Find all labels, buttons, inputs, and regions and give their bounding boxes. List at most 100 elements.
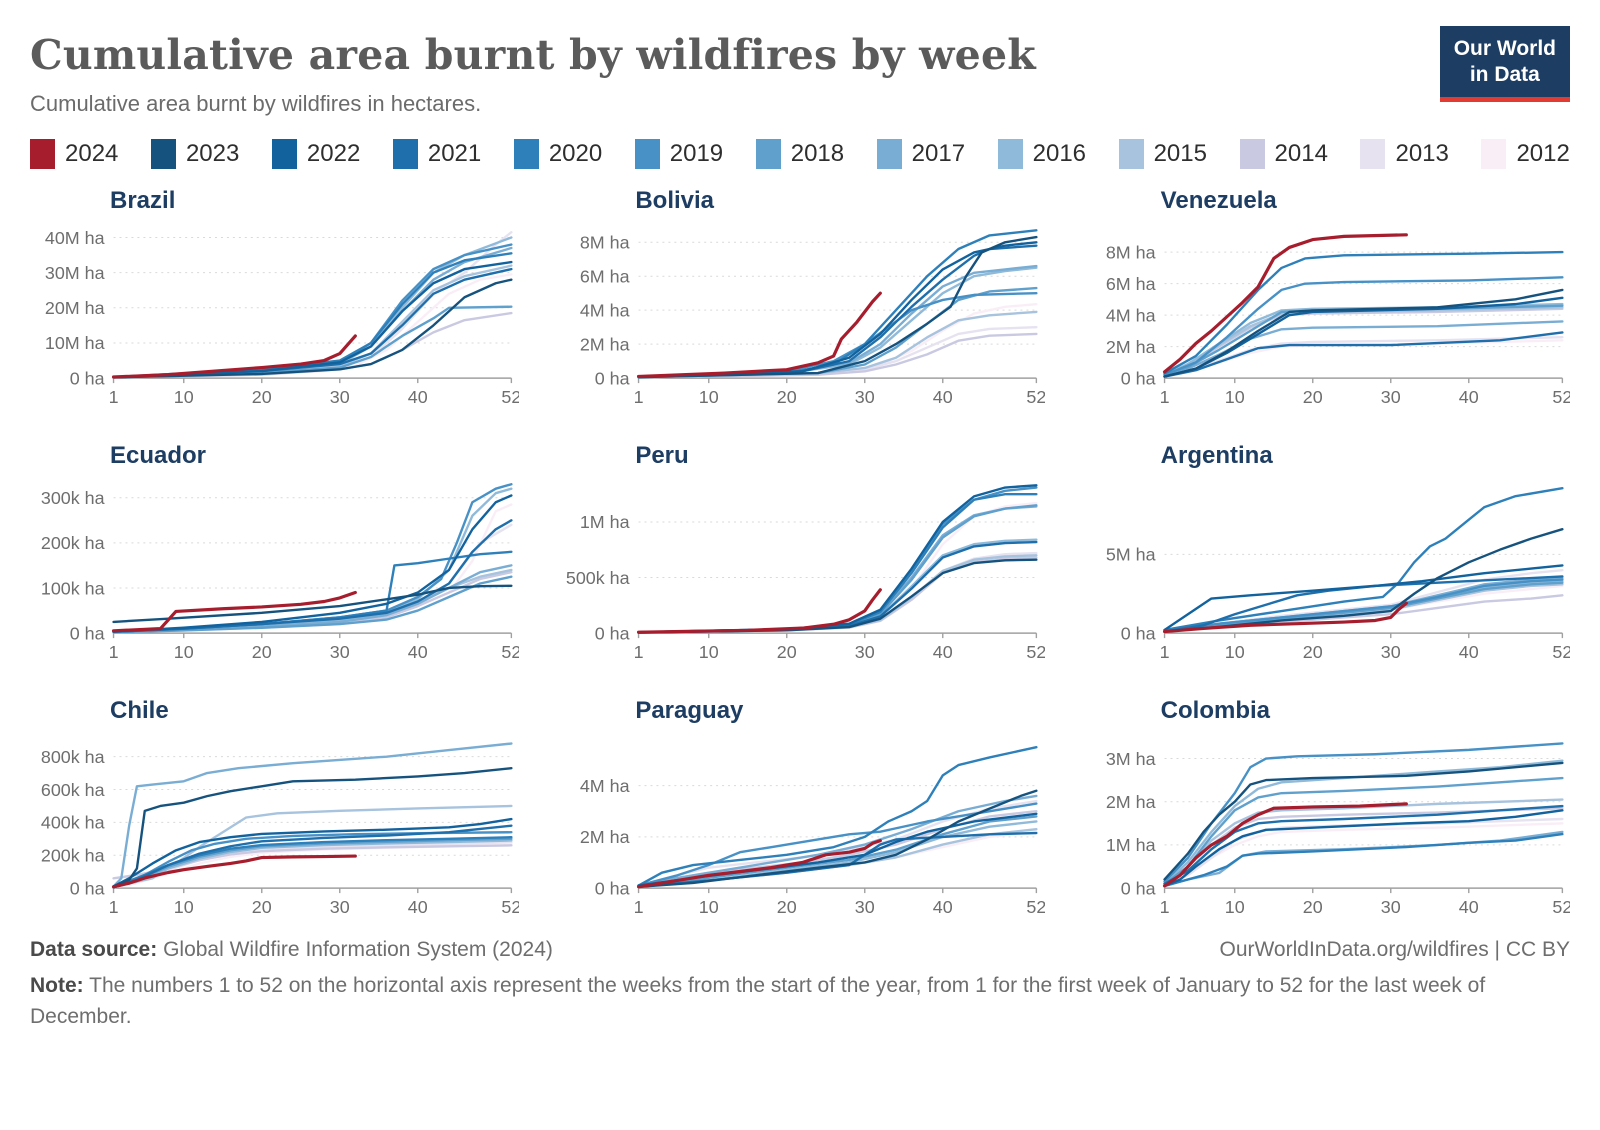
series-line-2021 xyxy=(637,540,1038,634)
series-line-2024 xyxy=(111,334,357,379)
legend-swatch-2024 xyxy=(30,139,55,170)
legend-item-2014: 2014 xyxy=(1239,139,1328,170)
x-tick-label: 40 xyxy=(1458,897,1478,917)
legend-swatch-2015 xyxy=(1118,139,1144,170)
chart-panel-peru: Peru 0 ha 500k ha 1M ha 1 10 20 30 40 52 xyxy=(555,436,1044,669)
series-line-2016 xyxy=(112,487,513,634)
series-line-2018 xyxy=(637,504,1038,634)
y-tick-label: 0 ha xyxy=(1120,623,1155,643)
series-line-2014 xyxy=(637,556,1038,634)
x-tick-label: 1 xyxy=(634,387,644,407)
x-tick-label: 52 xyxy=(1552,897,1570,917)
series-line-2022 xyxy=(637,241,1038,378)
legend-label-2012: 2012 xyxy=(1516,140,1570,168)
series-line-2022 xyxy=(112,494,513,633)
owid-logo-line1: Our World xyxy=(1453,37,1556,60)
chart-panel-ecuador: Ecuador 0 ha 100k ha 200k ha 300k ha 1 10 20 30 4… xyxy=(30,436,519,669)
header: Cumulative area burnt by wildfires by we… xyxy=(30,24,1570,139)
y-tick-label: 6M ha xyxy=(580,267,630,287)
chart-svg-venezuela: 0 ha 2M ha 4M ha 6M ha 8M ha 1 10 20 30 40 52 xyxy=(1106,233,1570,407)
x-tick-label: 30 xyxy=(330,387,350,407)
series-line-2018 xyxy=(112,575,513,634)
chart-panel-chile: Chile 0 ha 200k ha 400k ha 600k ha 800k ha 1 10… xyxy=(30,691,519,924)
legend-label-2018: 2018 xyxy=(790,140,845,168)
chart-svg-bolivia: 0 ha 2M ha 4M ha 6M ha 8M ha 1 10 20 30 40 52 xyxy=(580,229,1045,407)
y-tick-label: 4M ha xyxy=(580,776,630,796)
series-line-2018 xyxy=(1163,581,1564,633)
legend-item-2018: 2018 xyxy=(755,139,845,170)
series-line-2022 xyxy=(1163,564,1564,632)
x-tick-label: 1 xyxy=(1159,642,1169,662)
y-tick-label: 4M ha xyxy=(580,301,630,321)
footer: Data source: Global Wildfire Information… xyxy=(30,938,1570,1033)
x-tick-label: 52 xyxy=(1552,642,1570,662)
legend-swatch-2019 xyxy=(634,139,660,170)
y-tick-label: 100k ha xyxy=(41,578,105,598)
note-text: The numbers 1 to 52 on the horizontal ax… xyxy=(30,973,1486,1029)
y-tick-label: 30M ha xyxy=(45,263,105,283)
series-line-2013 xyxy=(637,551,1038,634)
chart-panel-bolivia: Bolivia 0 ha 2M ha 4M ha 6M ha 8M ha 1 10 20 30 40… xyxy=(555,181,1044,414)
series-line-2017 xyxy=(112,246,513,379)
x-tick-label: 10 xyxy=(699,387,719,407)
y-tick-label: 0 ha xyxy=(1120,878,1155,898)
y-tick-label: 2M ha xyxy=(580,335,630,355)
legend-swatch-2022 xyxy=(271,139,297,170)
x-tick-label: 30 xyxy=(1380,387,1400,407)
legend-swatch-2014 xyxy=(1239,139,1265,170)
legend-item-2012: 2012 xyxy=(1481,139,1570,170)
chart-svg-chile: 0 ha 200k ha 400k ha 600k ha 800k ha 1 10 20 30 4… xyxy=(41,742,519,917)
owid-link: OurWorldInData.org/wildfires | CC BY xyxy=(1219,937,1570,961)
series-line-2023 xyxy=(112,766,513,888)
y-tick-label: 200k ha xyxy=(41,846,105,866)
y-tick-label: 0 ha xyxy=(70,369,105,389)
x-tick-label: 1 xyxy=(109,387,119,407)
series-line-2017 xyxy=(112,742,513,888)
x-tick-label: 20 xyxy=(252,387,272,407)
legend-label-2019: 2019 xyxy=(669,140,724,168)
series-line-2021 xyxy=(1163,804,1564,886)
legend-item-2013: 2013 xyxy=(1360,139,1449,170)
series-line-2019 xyxy=(112,831,513,888)
legend-item-2020: 2020 xyxy=(513,139,602,170)
series-line-2019 xyxy=(1163,578,1564,633)
y-tick-label: 0 ha xyxy=(595,623,630,643)
page: Cumulative area burnt by wildfires by we… xyxy=(30,24,1570,1033)
legend-label-2022: 2022 xyxy=(306,140,361,168)
panel-title: Brazil xyxy=(110,187,176,215)
chart-panel-paraguay: Paraguay 0 ha 2M ha 4M ha 1 10 20 30 40 52 xyxy=(555,691,1044,924)
data-source-label: Data source: xyxy=(30,937,158,961)
legend-label-2013: 2013 xyxy=(1395,140,1449,168)
legend-swatch-2012 xyxy=(1481,139,1507,170)
x-tick-label: 40 xyxy=(408,387,428,407)
panel-title: Peru xyxy=(635,442,689,470)
legend-swatch-2017 xyxy=(876,139,902,170)
y-tick-label: 0 ha xyxy=(70,878,105,898)
legend-label-2023: 2023 xyxy=(185,140,240,168)
y-tick-label: 6M ha xyxy=(1106,274,1156,294)
y-tick-label: 2M ha xyxy=(580,827,630,847)
legend-item-2024: 2024 xyxy=(30,139,118,170)
x-tick-label: 30 xyxy=(330,642,350,662)
series-line-2020 xyxy=(1163,251,1564,375)
series-line-2014 xyxy=(637,332,1038,379)
x-tick-label: 52 xyxy=(501,897,519,917)
y-tick-label: 600k ha xyxy=(41,780,105,800)
x-tick-label: 30 xyxy=(1380,642,1400,662)
series-line-2020 xyxy=(1163,487,1564,632)
legend-swatch-2013 xyxy=(1360,139,1386,170)
legend-item-2023: 2023 xyxy=(150,139,240,170)
x-tick-label: 10 xyxy=(1224,897,1244,917)
x-tick-label: 52 xyxy=(1027,897,1045,917)
series-line-2024 xyxy=(637,839,883,889)
x-tick-label: 52 xyxy=(501,642,519,662)
x-tick-label: 52 xyxy=(501,387,519,407)
chart-svg-brazil: 0 ha 10M ha 20M ha 30M ha 40M ha 1 10 20 30 40 52 xyxy=(45,228,519,407)
panel-title: Chile xyxy=(110,696,169,724)
x-tick-label: 40 xyxy=(1458,387,1478,407)
legend-item-2016: 2016 xyxy=(997,139,1086,170)
owid-logo: Our World in Data xyxy=(1439,26,1570,102)
series-line-2014 xyxy=(112,844,513,880)
y-tick-label: 5M ha xyxy=(1106,545,1156,565)
x-tick-label: 10 xyxy=(1224,642,1244,662)
